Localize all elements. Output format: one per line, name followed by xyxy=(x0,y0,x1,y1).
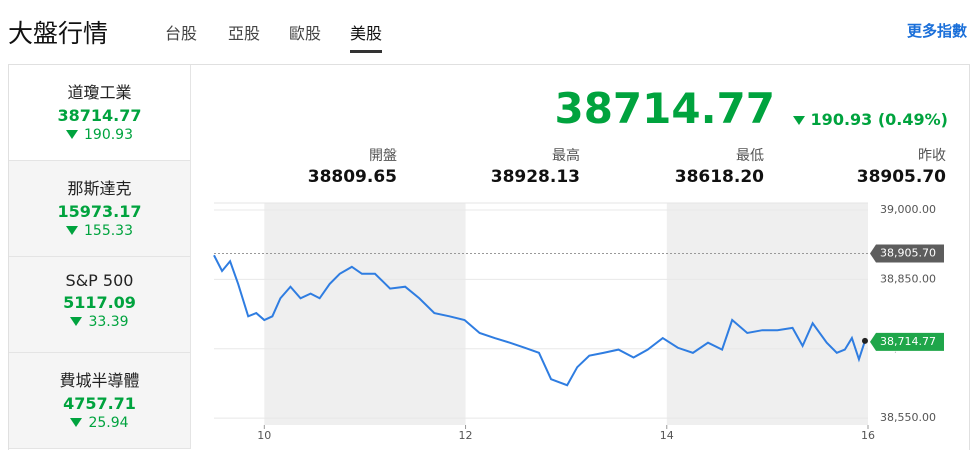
quote-value: 38714.77 xyxy=(554,84,775,133)
stat: 昨收 38905.70 xyxy=(796,145,946,187)
panel xyxy=(8,64,970,450)
y-tick-label: 38,850.00 xyxy=(880,272,936,285)
tab[interactable]: 亞股 xyxy=(228,24,261,43)
index-name: S&P 500 xyxy=(65,271,134,290)
prev-close-tag xyxy=(870,244,944,263)
down-arrow xyxy=(70,317,83,326)
index-change-text: 33.39 xyxy=(88,314,129,330)
index-list: 道瓊工業 38714.77 190.93 那斯達克 15973.17 155.33 S&P … xyxy=(9,65,191,449)
index-change: 33.39 xyxy=(9,314,190,330)
stat-label: 最高 xyxy=(552,148,580,164)
quote-change-text: 190.93 (0.49%) xyxy=(810,110,948,129)
down-arrow xyxy=(66,226,78,235)
index-change: 25.94 xyxy=(9,415,190,431)
prev-close-label: 38,905.70 xyxy=(880,247,936,260)
x-tick-label: 14 xyxy=(660,429,674,442)
index-value: 5117.09 xyxy=(63,293,136,312)
stat-label: 最低 xyxy=(736,148,764,164)
last-point xyxy=(861,337,868,344)
stat-value: 38618.20 xyxy=(674,167,764,187)
index-change-text: 190.93 xyxy=(84,127,133,143)
tab[interactable]: 台股 xyxy=(165,24,198,43)
index-change-text: 155.33 xyxy=(84,223,133,239)
stat-label: 昨收 xyxy=(918,148,946,164)
down-arrow xyxy=(66,130,78,139)
price-line xyxy=(213,254,866,387)
x-tick-label: 16 xyxy=(861,429,875,442)
index-name: 那斯達克 xyxy=(67,179,132,198)
quote-change: 190.93 (0.49%) xyxy=(792,110,948,129)
tab[interactable]: 美股 xyxy=(350,20,383,53)
stat-value: 38928.13 xyxy=(490,167,580,187)
last-price-label: 38,714.77 xyxy=(880,335,936,348)
index-value: 15973.17 xyxy=(57,202,142,221)
x-tick-label: 10 xyxy=(257,429,271,442)
index-value: 4757.71 xyxy=(63,394,136,413)
index-name: 費城半導體 xyxy=(59,371,140,390)
session-band xyxy=(264,203,466,425)
index-item[interactable]: 那斯達克 15973.17 155.33 xyxy=(9,161,191,257)
index-change-text: 25.94 xyxy=(88,415,129,431)
stat: 開盤 38809.65 xyxy=(247,145,397,187)
page-title: 大盤行情 xyxy=(8,19,109,48)
last-price-tag xyxy=(870,332,944,351)
x-tick-label: 12 xyxy=(459,429,473,442)
down-arrow xyxy=(70,418,83,427)
index-change: 155.33 xyxy=(9,223,190,239)
index-item[interactable]: 費城半導體 4757.71 25.94 xyxy=(9,353,191,449)
session-band xyxy=(666,203,868,425)
index-change: 190.93 xyxy=(9,127,190,143)
stat-label: 開盤 xyxy=(369,148,397,164)
y-tick-label: 38,550.00 xyxy=(880,411,936,424)
index-name: 道瓊工業 xyxy=(67,83,132,102)
stat-value: 38809.65 xyxy=(307,167,397,187)
tab[interactable]: 歐股 xyxy=(289,24,322,43)
index-value: 38714.77 xyxy=(57,106,142,125)
y-tick-label: 39,000.00 xyxy=(880,203,936,216)
more-link[interactable]: 更多指數 xyxy=(906,22,967,40)
stat: 最高 38928.13 xyxy=(430,145,580,187)
stat: 最低 38618.20 xyxy=(614,145,764,187)
index-item[interactable]: 道瓊工業 38714.77 190.93 xyxy=(9,65,191,161)
stat-value: 38905.70 xyxy=(856,167,946,187)
index-item[interactable]: S&P 500 5117.09 33.39 xyxy=(9,257,191,353)
